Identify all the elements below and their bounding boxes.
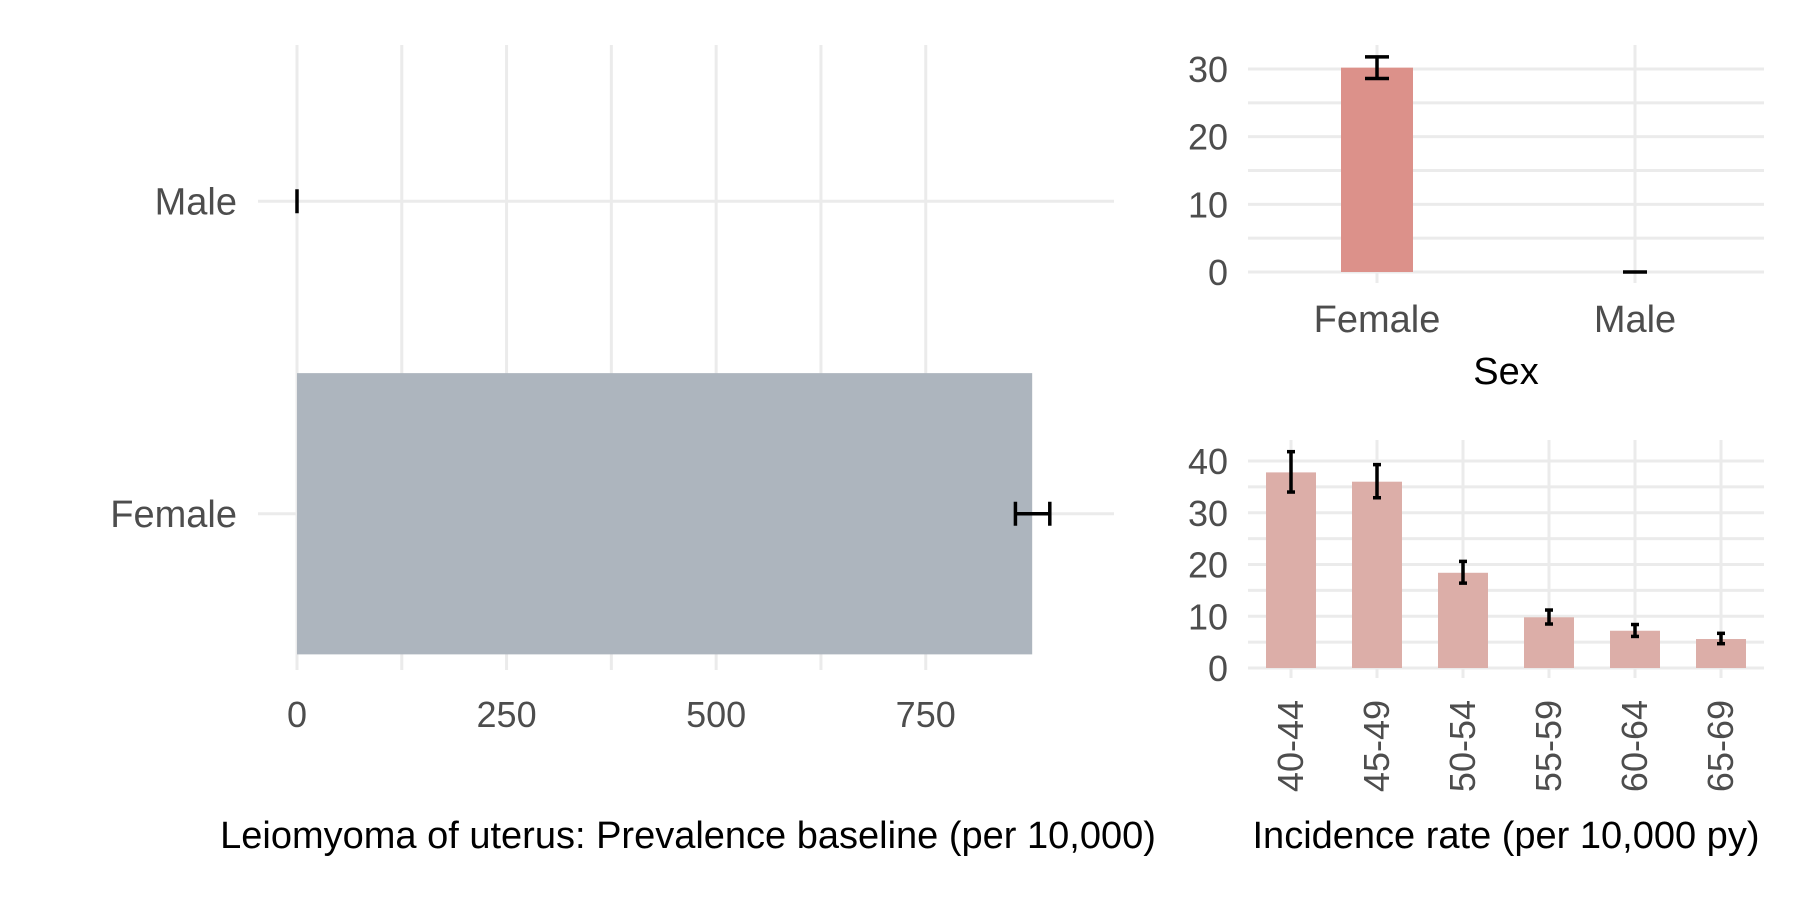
y-tick-label: 0: [1208, 252, 1228, 293]
x-tick-label: 750: [896, 694, 956, 735]
y-tick-label: 40: [1188, 441, 1228, 482]
y-tick-label: 30: [1188, 49, 1228, 90]
bar-50-54: [1438, 572, 1488, 668]
error-bar-40-44: [1287, 449, 1295, 494]
error-bar-female: [1365, 55, 1389, 81]
y-tick-label: 20: [1188, 117, 1228, 158]
x-axis-title: Incidence rate (per 10,000 py): [1253, 815, 1760, 857]
x-axis-title: Leiomyoma of uterus: Prevalence baseline…: [220, 815, 1156, 857]
incidence-by-sex-chart: 0 10 20 30 Female Male Sex: [1188, 45, 1764, 393]
y-tick-label: 10: [1188, 184, 1228, 225]
x-tick-label: 60-64: [1614, 700, 1655, 792]
x-tick-label: 250: [477, 694, 537, 735]
x-tick-label: 500: [686, 694, 746, 735]
bar-45-49: [1352, 481, 1402, 668]
error-bar-55-59: [1545, 608, 1553, 626]
error-bar-60-64: [1631, 622, 1639, 639]
prevalence-chart: 0 250 500 750 Female Male Leiomyoma of uterus:…: [110, 45, 1156, 857]
bar-female: [297, 373, 1033, 655]
x-tick-label: 65-69: [1700, 700, 1741, 792]
y-tick-label: 30: [1188, 493, 1228, 534]
y-tick-label: Female: [110, 494, 237, 536]
x-tick-label: 0: [287, 694, 307, 735]
bar-40-44: [1266, 472, 1316, 668]
x-axis-title: Sex: [1473, 351, 1538, 393]
x-tick-label: 55-59: [1528, 700, 1569, 792]
x-tick-label: Male: [1594, 299, 1676, 341]
bar-female: [1341, 67, 1413, 272]
error-bar-female: [1013, 501, 1052, 526]
y-tick-label: 20: [1188, 545, 1228, 586]
y-tick-label: Male: [155, 181, 237, 223]
incidence-by-age-chart: 0 10 20 30 40 40-44 45-49 50-54 55-59 60-64 65-69 I…: [1188, 440, 1764, 857]
x-tick-label: 40-44: [1270, 700, 1311, 792]
x-tick-label: Female: [1314, 299, 1441, 341]
x-tick-label: 45-49: [1356, 700, 1397, 792]
y-tick-label: 0: [1208, 648, 1228, 689]
y-tick-label: 10: [1188, 596, 1228, 637]
error-bar-50-54: [1459, 559, 1467, 585]
error-bar-65-69: [1717, 631, 1725, 646]
x-tick-label: 50-54: [1442, 700, 1483, 792]
error-bar-45-49: [1373, 462, 1381, 500]
